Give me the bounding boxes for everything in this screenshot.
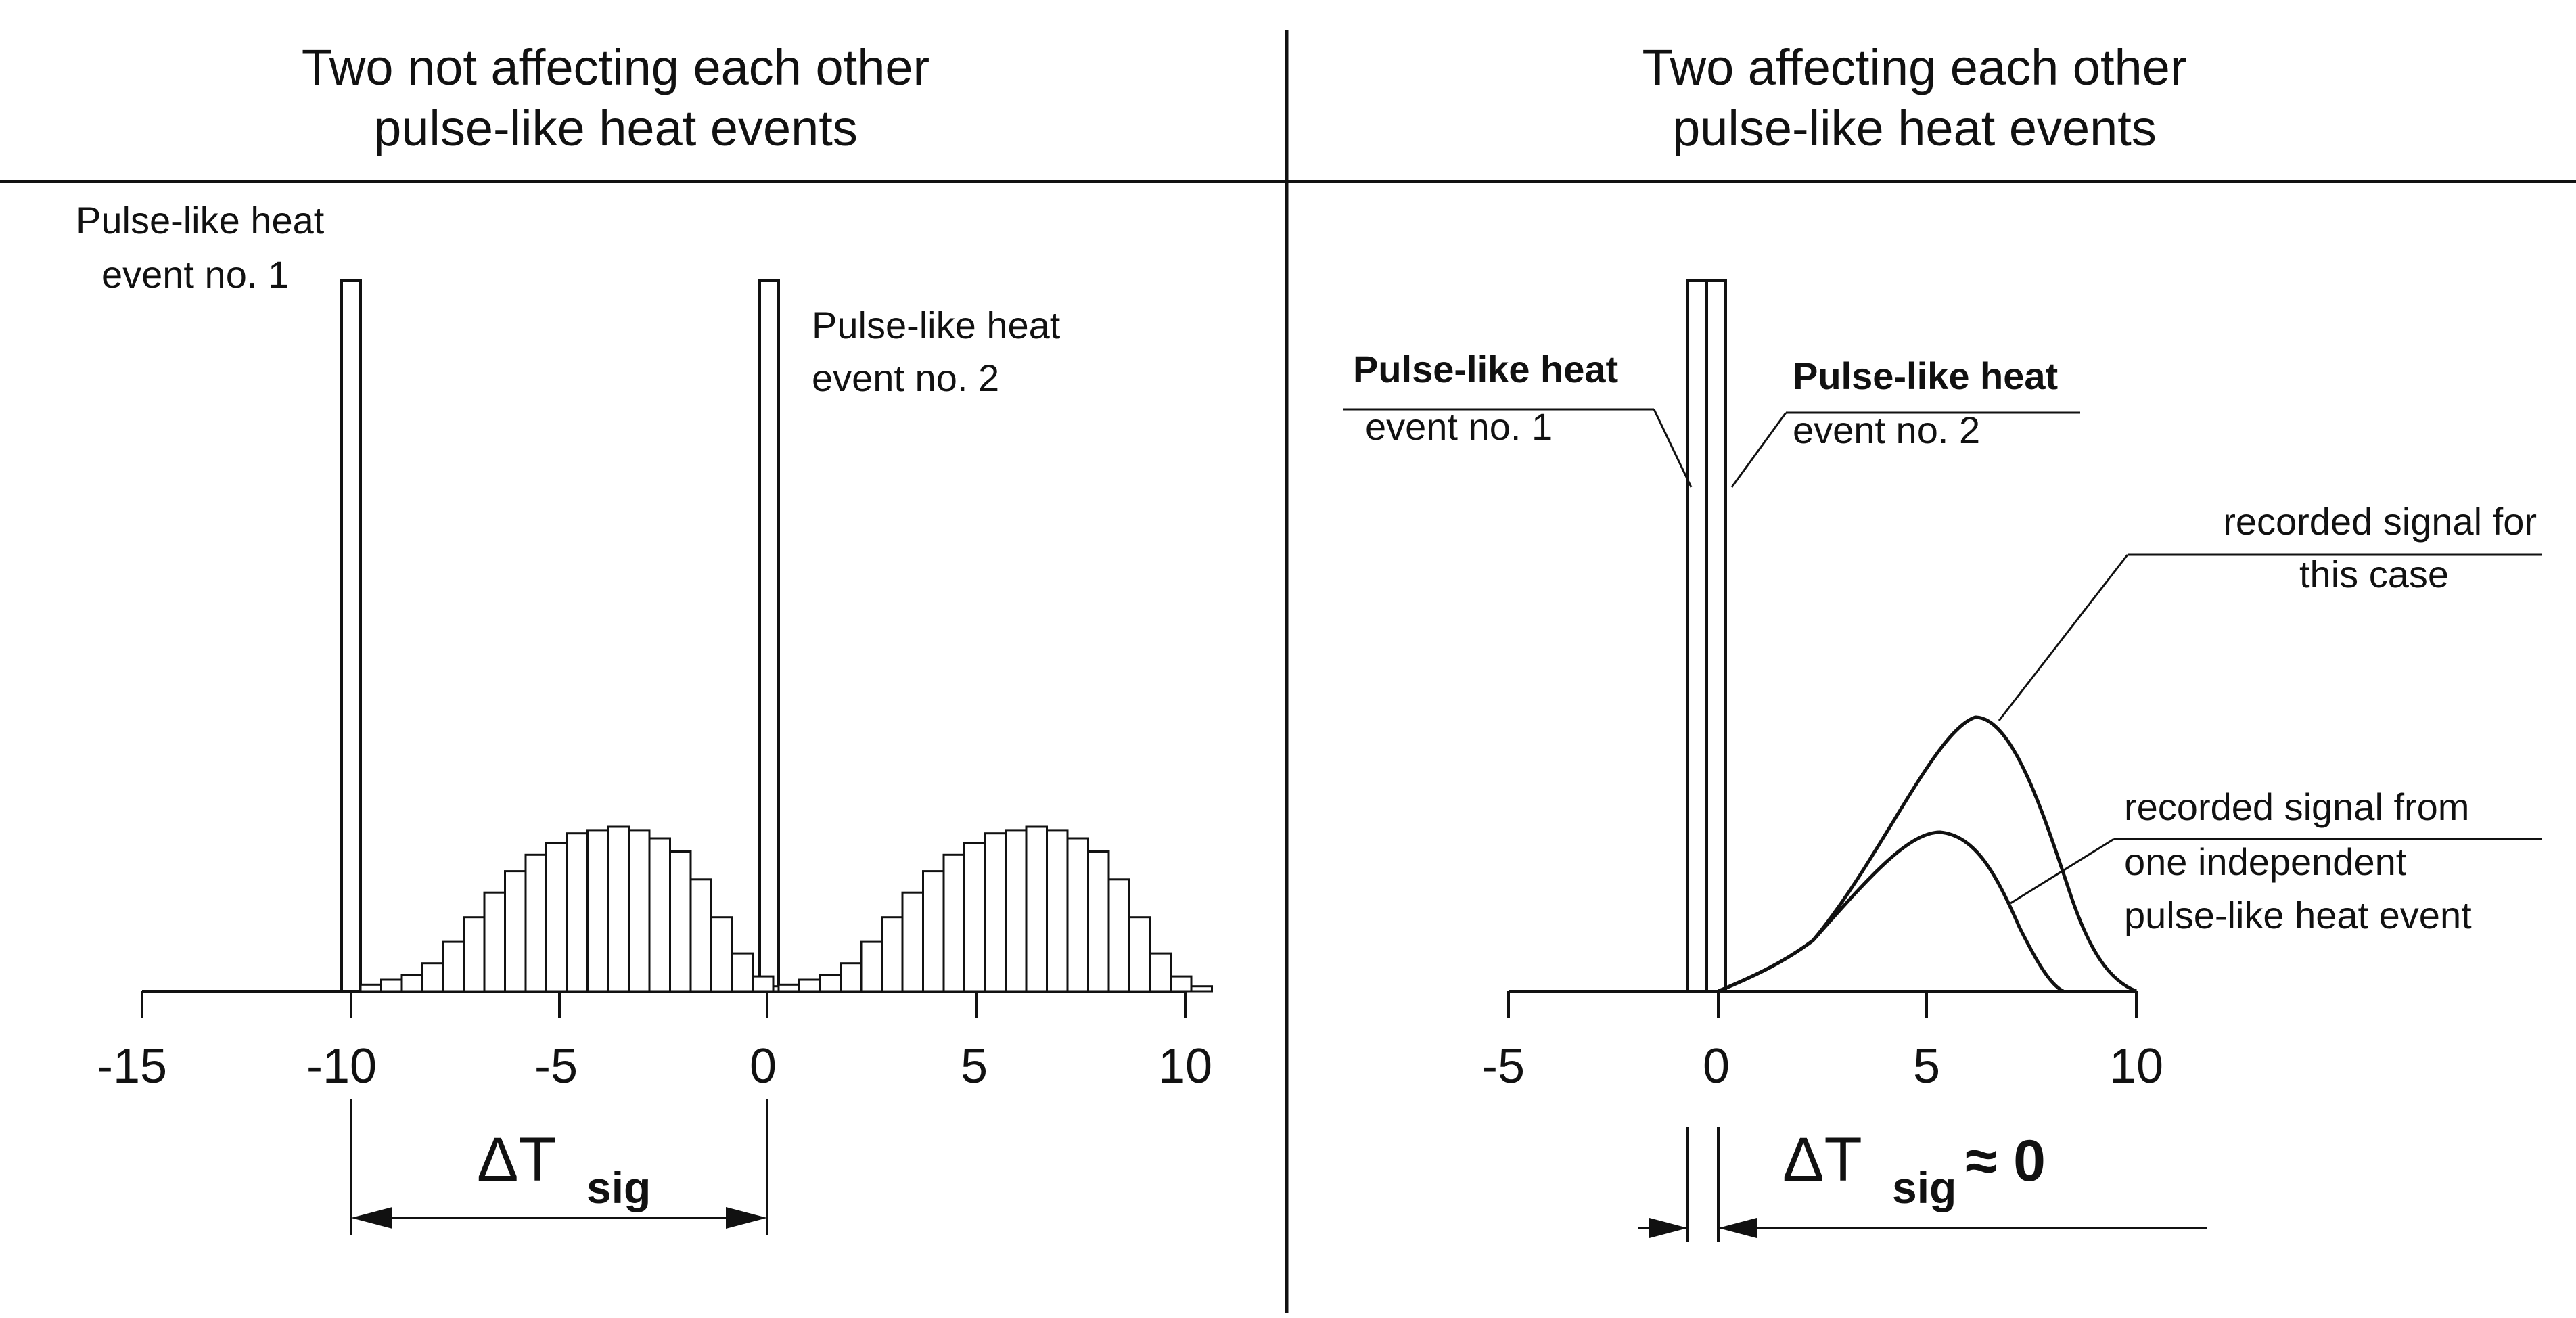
histogram-bar [922,870,945,993]
histogram-bar [586,829,610,993]
histogram-bar [1128,916,1151,993]
right-tick-label: 5 [1913,1039,1940,1093]
left-tick-label: 5 [961,1039,988,1093]
histogram-bar [648,837,671,993]
left-delta-subscript: sig [586,1162,651,1212]
histogram-bar [860,940,883,993]
left-tick-label: -10 [306,1039,377,1093]
left-pulse-event-1 [340,279,362,993]
histogram-bar [607,825,630,993]
histogram-bar [777,983,800,993]
right-event2-label-line2: event no. 2 [1793,409,1980,451]
right-dim-arrow-right [1718,1218,1757,1238]
histogram-bar [752,975,775,993]
left-tick-labels: -15 -10 -5 0 5 10 [97,1039,1212,1093]
histogram-bar [840,962,862,993]
histogram-bar [463,916,486,993]
right-tick-label: 10 [2109,1039,2163,1093]
right-pulse-event-2 [1705,279,1727,993]
histogram-bar [483,891,506,993]
right-tick-marks [1507,991,2138,1018]
right-title-line1: Two affecting each other [1642,39,2187,95]
case-signal-curve [1718,715,2137,993]
histogram-bar [504,870,527,993]
right-panel: Two affecting each other pulse-like heat… [1343,39,2542,1242]
histogram-bar [901,891,924,993]
left-dim-arrow-right [726,1207,767,1229]
histogram-bar [1190,985,1213,993]
signal-indep-label-line2: one independent [2124,840,2407,883]
left-distribution-1 [359,825,795,993]
left-title-line2: pulse-like heat events [373,100,858,156]
left-tick-label: -5 [534,1039,578,1093]
signal-indep-label-line1: recorded signal from [2124,786,2469,828]
left-delta-symbol: ΔT [477,1125,557,1194]
right-delta-suffix: ≈ 0 [1965,1129,2046,1194]
right-delta-symbol: ΔT [1782,1125,1862,1194]
right-event1-label-line2: event no. 1 [1365,405,1552,448]
signal-indep-label-line3: pulse-like heat event [2124,894,2472,936]
histogram-bar [984,832,1007,993]
histogram-bar [1149,952,1172,993]
histogram-bar [1046,829,1069,993]
histogram-bar [421,962,444,993]
histogram-bar [689,878,712,993]
right-tick-labels: -5 0 5 10 [1481,1039,2163,1093]
left-event2-label-line1: Pulse-like heat [812,304,1061,346]
left-tick-label: 0 [750,1039,777,1093]
right-tick-label: -5 [1481,1039,1525,1093]
histogram-bar [710,916,733,993]
histogram-bar [545,842,568,993]
right-title-line2: pulse-like heat events [1672,100,2157,156]
histogram-bar [819,974,842,993]
left-tick-label: 10 [1158,1039,1212,1093]
histogram-bar [1066,837,1089,993]
signal-case-leader [1998,554,2129,721]
right-event1-label-line1: Pulse-like heat [1353,348,1618,390]
left-event1-label-line1: Pulse-like heat [76,199,325,242]
left-title-line1: Two not affecting each other [302,39,929,95]
right-event2-leader [1730,412,1787,488]
histogram-bar [400,974,423,993]
right-tick-label: 0 [1703,1039,1730,1093]
histogram-bar [1087,850,1110,993]
histogram-bar [963,842,986,993]
right-event2-label-line1: Pulse-like heat [1793,355,2058,397]
right-delta-subscript: sig [1892,1162,1956,1212]
histogram-bar [1005,829,1028,993]
histogram-bar [942,853,965,993]
histogram-bar [1107,878,1130,993]
histogram-bar [628,829,651,993]
left-event2-label-line2: event no. 2 [812,357,999,399]
right-event1-leader [1653,409,1693,488]
histogram-bar [1025,825,1048,993]
histogram-bar [524,853,547,993]
right-dim-arrow-left [1649,1218,1688,1238]
signal-case-label-line1: recorded signal for [2223,500,2537,543]
histogram-bar [881,916,904,993]
left-dim-arrow-left [351,1207,392,1229]
histogram-bar [359,983,382,993]
left-event1-label-line2: event no. 1 [101,253,289,296]
left-panel: Two not affecting each other pulse-like … [76,39,1213,1235]
signal-case-label-line2: this case [2299,553,2449,595]
left-distribution-2 [777,825,1213,993]
left-pulse-event-2 [758,279,780,993]
histogram-bar [731,952,754,993]
right-pulse-event-1 [1686,279,1708,993]
histogram-bar [669,850,692,993]
histogram-bar [798,978,821,993]
histogram-bar [380,978,403,993]
left-tick-label: -15 [97,1039,167,1093]
left-tick-marks [141,991,1187,1018]
histogram-bar [1170,975,1193,993]
histogram-bar [442,940,465,993]
signal-indep-leader [2010,838,2115,905]
histogram-bar [566,832,589,993]
